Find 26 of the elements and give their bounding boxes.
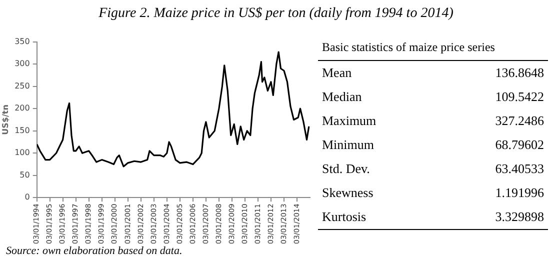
- y-tick-label: 0: [24, 192, 30, 202]
- y-axis-title: US$/tn: [0, 104, 10, 135]
- data-label: 63.40533: [494, 160, 545, 178]
- category-label: Mean: [321, 64, 353, 82]
- category-label: Std. Dev.: [321, 160, 371, 178]
- category-label: Skewness: [321, 184, 374, 202]
- y-tick-label: 200: [14, 104, 30, 113]
- y-tick-label: 50: [20, 170, 30, 180]
- y-tick-label: 350: [14, 36, 30, 46]
- data-label: 3.329898: [494, 208, 545, 226]
- data-label: 109.5422: [494, 88, 545, 106]
- y-tick-label: 100: [14, 148, 30, 158]
- data-label: 1.191996: [494, 184, 545, 202]
- chart-title: Figure 2. Maize price in US$ per ton (daily from 1994 to 2014): [98, 6, 454, 22]
- text: Basic statistics of maize price series: [318, 36, 548, 61]
- data-label: 68.79602: [494, 136, 545, 154]
- category-label: Kurtosis: [321, 208, 368, 226]
- category-label: Maximum: [321, 112, 378, 130]
- data-label: 136.8648: [494, 64, 545, 82]
- y-tick-label: 300: [14, 59, 30, 68]
- y-tick-label: 250: [14, 81, 30, 90]
- category-label: Median: [321, 88, 363, 106]
- source-note: Source: own elaboration based on data.: [6, 245, 182, 257]
- category-label: Minimum: [321, 136, 376, 154]
- y-tick-label: 150: [14, 126, 30, 135]
- data-label: 327.2486: [494, 112, 545, 130]
